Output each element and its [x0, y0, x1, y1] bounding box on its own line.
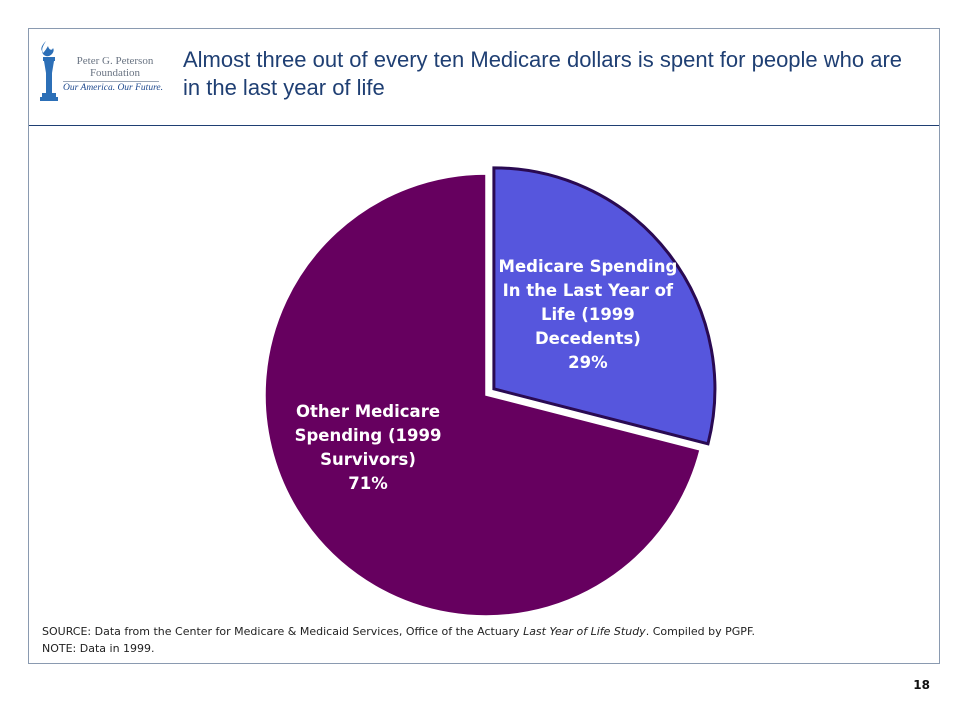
source-line: SOURCE: Data from the Center for Medicar…	[42, 623, 932, 640]
pie-chart: Medicare Spending In the Last Year of Life…	[264, 166, 717, 617]
pie-slice-1	[492, 166, 717, 446]
logo-divider	[63, 81, 159, 82]
source-suffix: . Compiled by PGPF.	[645, 625, 755, 638]
logo-name-line1: Peter G. Peterson	[76, 55, 154, 67]
slide-frame: Peter G. Peterson Foundation Our America…	[28, 28, 940, 664]
pie-slice-value-label: 71%	[348, 474, 388, 493]
logo-name-line2: Foundation	[89, 67, 141, 79]
torch-icon	[40, 41, 58, 101]
pie-slice-label-2: Other Medicare Spending (1999 Survivors) 71…	[295, 402, 442, 493]
pie-slice-value-label: 29%	[568, 353, 608, 372]
pie-slice-label-line: In the Last Year of	[503, 281, 674, 300]
pie-slice-label-1: Medicare Spending In the Last Year of Life…	[499, 257, 678, 372]
note-line: NOTE: Data in 1999.	[42, 642, 155, 655]
logo-name: Peter G. Peterson Foundation	[67, 55, 163, 79]
pie-slice-label-line: Spending (1999	[295, 426, 442, 445]
pie-slice-2	[264, 173, 701, 617]
pie-slice-label-line: Survivors)	[320, 450, 416, 469]
source-prefix: SOURCE: Data from the Center for Medicar…	[42, 625, 524, 638]
foundation-logo: Peter G. Peterson Foundation Our America…	[35, 37, 177, 119]
page-number: 18	[913, 678, 930, 692]
pie-slice-label-line: Medicare Spending	[499, 257, 678, 276]
source-note: SOURCE: Data from the Center for Medicar…	[42, 623, 932, 657]
pie-slice-label-line: Life (1999	[541, 305, 635, 324]
pie-slice-label-line: Other Medicare	[296, 402, 440, 421]
pie-slice-label-line: Decedents)	[535, 329, 641, 348]
source-study-title: Last Year of Life Study	[523, 625, 646, 638]
logo-tagline: Our America. Our Future.	[63, 83, 164, 93]
slide-header: Peter G. Peterson Foundation Our America…	[29, 29, 939, 126]
slide-title: Almost three out of every ten Medicare d…	[183, 47, 903, 100]
